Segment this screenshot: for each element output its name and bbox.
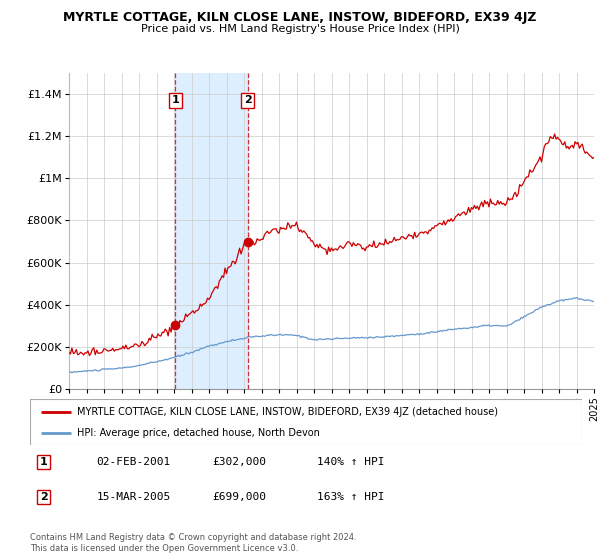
Text: 02-FEB-2001: 02-FEB-2001 (96, 457, 170, 467)
Bar (175, 73, 248, 389)
Text: Price paid vs. HM Land Registry's House Price Index (HPI): Price paid vs. HM Land Registry's House … (140, 24, 460, 34)
Text: 2: 2 (244, 95, 251, 105)
Text: This data is licensed under the Open Government Licence v3.0.: This data is licensed under the Open Gov… (30, 544, 298, 553)
Text: 1: 1 (40, 457, 47, 467)
Text: 140% ↑ HPI: 140% ↑ HPI (317, 457, 385, 467)
Text: HPI: Average price, detached house, North Devon: HPI: Average price, detached house, Nort… (77, 428, 320, 438)
Text: 1: 1 (172, 95, 179, 105)
Text: 15-MAR-2005: 15-MAR-2005 (96, 492, 170, 502)
Text: 2: 2 (40, 492, 47, 502)
Text: Contains HM Land Registry data © Crown copyright and database right 2024.: Contains HM Land Registry data © Crown c… (30, 533, 356, 542)
Text: 163% ↑ HPI: 163% ↑ HPI (317, 492, 385, 502)
Text: £302,000: £302,000 (212, 457, 266, 467)
Text: £699,000: £699,000 (212, 492, 266, 502)
Text: MYRTLE COTTAGE, KILN CLOSE LANE, INSTOW, BIDEFORD, EX39 4JZ (detached house): MYRTLE COTTAGE, KILN CLOSE LANE, INSTOW,… (77, 407, 498, 417)
Text: MYRTLE COTTAGE, KILN CLOSE LANE, INSTOW, BIDEFORD, EX39 4JZ: MYRTLE COTTAGE, KILN CLOSE LANE, INSTOW,… (63, 11, 537, 24)
